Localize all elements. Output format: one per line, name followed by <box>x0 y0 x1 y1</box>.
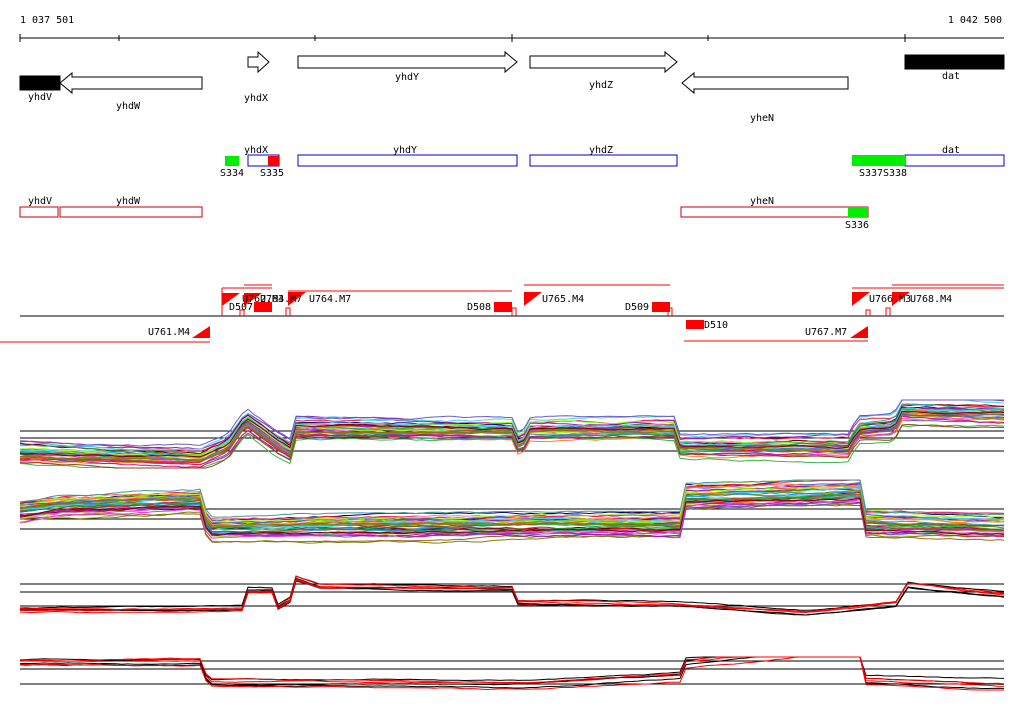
forward-transcript-yhdY[interactable] <box>297 154 518 167</box>
gene-label: yhdV <box>28 92 52 103</box>
expression-line <box>20 497 1005 532</box>
expression-line <box>19 504 1005 543</box>
expression-line <box>19 415 1005 468</box>
expression-line <box>19 423 1005 469</box>
expression-line <box>19 578 1005 614</box>
expression-line <box>19 479 1005 518</box>
expression-line <box>19 483 1005 526</box>
gene-yhdY[interactable]: yhdY <box>297 50 518 83</box>
expression-line <box>19 577 1005 616</box>
expression-line <box>19 410 1005 458</box>
downshift-D508-box[interactable] <box>494 302 512 312</box>
gene-yheN[interactable]: yheN <box>681 71 849 124</box>
downshift-D509-box[interactable] <box>652 302 670 312</box>
downshift-label: D509 <box>625 302 649 313</box>
reverse-transcript-yhdV[interactable] <box>19 206 59 218</box>
downshift-label: D508 <box>467 302 491 313</box>
gene-label: yhdX <box>244 93 268 104</box>
expression-line <box>19 501 1005 537</box>
expression-line <box>19 479 1005 522</box>
forward-transcript-label: yhdY <box>393 145 417 156</box>
downshift-D507-box[interactable] <box>254 302 272 312</box>
downshift-label: D507 <box>229 302 253 313</box>
forward-site-S337-box[interactable] <box>852 155 905 166</box>
forward-transcript-label: yhdX <box>244 145 268 156</box>
expression-line <box>20 656 1004 691</box>
reverse-site-S336-box[interactable] <box>848 207 868 217</box>
upshift-label: U765.M4 <box>542 294 584 305</box>
expression-line <box>19 415 1005 462</box>
gene-yhdV[interactable]: yhdV <box>19 75 61 103</box>
forward-transcript-label: dat <box>942 145 960 156</box>
reverse-transcript-label: yheN <box>750 196 774 207</box>
expression-line <box>19 575 1005 611</box>
forward-site-label: S338 <box>883 168 907 179</box>
ruler-start-label: 1 037 501 <box>20 15 74 26</box>
downshift-D510-box[interactable] <box>686 320 704 329</box>
forward-transcript-label: yhdZ <box>589 145 613 156</box>
expression-line <box>19 399 1004 447</box>
reverse-site-label: S336 <box>845 220 869 231</box>
expression-line <box>19 501 1005 539</box>
forward-site-S335-box[interactable] <box>268 156 279 166</box>
upshift-label: U764.M7 <box>309 294 351 305</box>
expression-line <box>19 656 1005 685</box>
expression-line <box>19 499 1005 539</box>
coordinate-ruler: 1 037 501 1 042 500 <box>19 15 1004 42</box>
forward-site-S334-box[interactable] <box>225 156 239 166</box>
expression-line <box>20 489 1005 529</box>
forward-transcript-dat[interactable] <box>904 154 1005 167</box>
shift-track: U761.M4 U762.M4 U763.M7 U764.M7 U765.M4 … <box>0 284 1004 343</box>
forward-site-label: S334 <box>220 168 244 179</box>
upshift-label: U768.M4 <box>910 294 952 305</box>
reverse-transcript-yhdW[interactable] <box>59 206 203 218</box>
forward-transcript-track: yhdX yhdY yhdZ dat S334 S335 S337 S338 <box>220 145 1005 179</box>
gene-yhdX[interactable]: yhdX <box>244 50 270 104</box>
upshift-label: U766.M3 <box>869 294 911 305</box>
upshift-label: U763.M7 <box>260 294 302 305</box>
gene-label: yheN <box>750 113 774 124</box>
expression-line <box>20 502 1005 544</box>
gene-dat[interactable]: dat <box>904 54 1005 82</box>
expression-panel <box>19 656 1005 691</box>
expression-line <box>20 497 1005 536</box>
gene-label: yhdY <box>395 72 419 83</box>
expression-line <box>19 496 1005 535</box>
forward-transcript-yhdZ[interactable] <box>529 154 678 167</box>
gene-label: yhdW <box>116 101 141 112</box>
gene-track: yhdV yhdW yhdX yhdY yhdZ yheN dat <box>19 50 1005 124</box>
forward-site-label: S337 <box>859 168 883 179</box>
expression-panel <box>19 479 1005 544</box>
reverse-transcript-label: yhdV <box>28 196 52 207</box>
expression-line <box>19 579 1005 614</box>
upshift-label: U762.M4 <box>242 294 284 305</box>
gene-label: yhdZ <box>589 80 613 91</box>
gene-yhdW[interactable]: yhdW <box>59 71 203 112</box>
expression-panel <box>19 399 1005 469</box>
ruler-end-label: 1 042 500 <box>948 15 1002 26</box>
gene-yhdZ[interactable]: yhdZ <box>529 50 678 91</box>
reverse-transcript-label: yhdW <box>116 196 141 207</box>
forward-site-label: S335 <box>260 168 284 179</box>
reverse-transcript-track: yhdV yhdW yheN S336 <box>19 196 869 231</box>
gene-label: dat <box>942 71 960 82</box>
expression-panel <box>19 575 1005 616</box>
expression-line <box>19 493 1005 532</box>
reverse-transcript-yheN[interactable] <box>680 206 869 218</box>
expression-panels <box>19 399 1005 691</box>
upshift-label: U761.M4 <box>148 327 190 338</box>
downshift-label: D510 <box>704 320 728 331</box>
upshift-label: U767.M7 <box>805 327 847 338</box>
